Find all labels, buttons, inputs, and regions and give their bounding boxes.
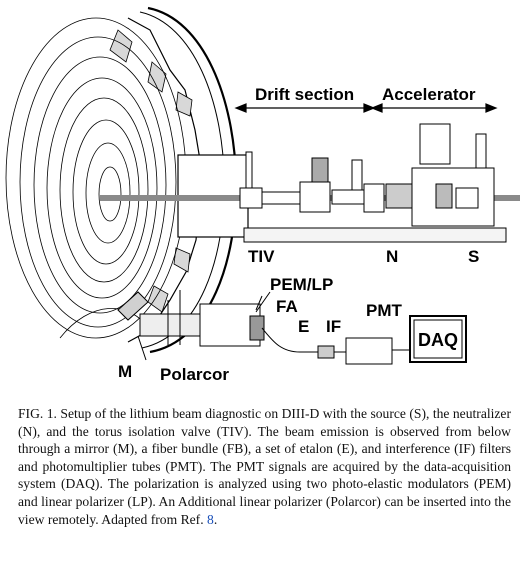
label-e: E <box>298 317 309 336</box>
label-s: S <box>468 247 479 266</box>
label-pmt: PMT <box>366 301 403 320</box>
collection-optics <box>117 290 467 365</box>
label-m: M <box>118 362 132 381</box>
label-fa: FA <box>276 297 298 316</box>
label-if: IF <box>326 317 341 336</box>
label-daq: DAQ <box>418 330 458 350</box>
pointer-lines <box>137 291 271 361</box>
label-pem-lp: PEM/LP <box>270 275 333 294</box>
label-accelerator: Accelerator <box>382 85 476 104</box>
reference-link[interactable]: 8 <box>207 511 214 527</box>
setup-figure: Drift section Accelerator TIV N S PEM/LP… <box>5 6 520 384</box>
label-tiv: TIV <box>248 247 275 266</box>
caption-end: . <box>213 511 218 527</box>
beamline-hardware <box>239 123 507 243</box>
figure-caption: FIG. 1. Setup of the lithium beam diagno… <box>18 405 511 528</box>
label-n: N <box>386 247 398 266</box>
section-arrows <box>234 103 498 113</box>
label-drift-section: Drift section <box>255 85 354 104</box>
label-polarcor: Polarcor <box>160 365 229 384</box>
caption-text: FIG. 1. Setup of the lithium beam diagno… <box>18 406 511 527</box>
